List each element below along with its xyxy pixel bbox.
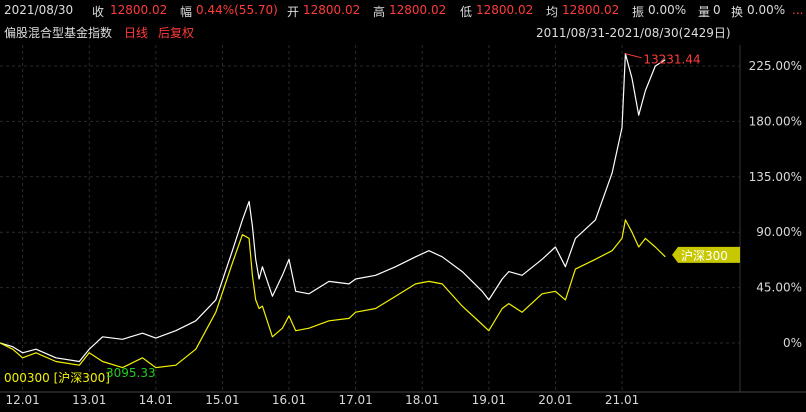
y-tick-label: 45.00%	[756, 281, 802, 295]
y-tick-label: 225.00%	[749, 59, 802, 73]
turnover-value: 0.00%	[747, 3, 786, 17]
volume-value: 0	[713, 3, 721, 17]
x-tick-label: 17.01	[338, 393, 372, 407]
change-value: 0.44%(55.70)	[196, 3, 278, 17]
max-label: 13231.44	[643, 53, 700, 67]
y-tick-label: 180.00%	[749, 114, 802, 128]
y-axis: 0% 45.00% 90.00% 135.00% 180.00% 225.00%	[739, 45, 802, 392]
x-tick-label: 18.01	[405, 393, 439, 407]
change-label: 幅	[180, 5, 193, 19]
y-tick-label: 135.00%	[749, 170, 802, 184]
volume-label: 量	[698, 5, 711, 19]
amplitude-value: 0.00%	[648, 3, 687, 17]
open-label: 开	[287, 5, 300, 19]
quote-header: 2021/08/30 收 12800.02 幅 0.44%(55.70) 开 1…	[0, 0, 806, 22]
high-value: 12800.02	[389, 3, 447, 17]
y-tick-label: 90.00%	[756, 225, 802, 239]
avg-label: 均	[546, 5, 559, 19]
index-name: 偏股混合型基金指数	[4, 26, 113, 40]
open-value: 12800.02	[303, 3, 361, 17]
low-label: 低	[460, 5, 473, 19]
x-tick-label: 15.01	[205, 393, 239, 407]
x-tick-label: 14.01	[139, 393, 173, 407]
series-lines	[0, 53, 666, 369]
x-tick-label: 13.01	[72, 393, 106, 407]
high-label: 高	[373, 5, 386, 19]
x-tick-label: 21.01	[605, 393, 639, 407]
x-tick-label: 12.01	[5, 393, 39, 407]
close-value: 12800.02	[110, 3, 168, 17]
x-tick-label: 19.01	[472, 393, 506, 407]
chart-subheader: 偏股混合型基金指数 日线 后复权 2011/08/31-2021/08/30(2…	[0, 22, 806, 42]
legend-value: 3095.33	[106, 366, 156, 380]
avg-value: 12800.02	[562, 3, 620, 17]
date-range: 2011/08/31-2021/08/30(2429日)	[536, 26, 731, 40]
legend-label: 000300 [沪深300]	[4, 371, 110, 385]
period-label[interactable]: 日线	[124, 26, 149, 40]
y-tick-label: 0%	[783, 336, 802, 350]
grid-lines	[0, 45, 740, 392]
max-pointer	[625, 53, 642, 59]
x-tick-label: 16.01	[272, 393, 306, 407]
close-label: 收	[92, 5, 105, 19]
x-axis: 12.01 13.01 14.01 15.01 16.01 17.01 18.01 19.01…	[0, 391, 806, 407]
more-indicator[interactable]: ...	[792, 3, 804, 17]
benchmark-series-line	[0, 219, 666, 369]
low-value: 12800.02	[476, 3, 534, 17]
adjust-label[interactable]: 后复权	[158, 26, 195, 40]
main-series-line	[0, 53, 666, 363]
turnover-label: 换	[731, 5, 744, 19]
amplitude-label: 振	[632, 5, 645, 19]
benchmark-tag-label: 沪深300	[681, 249, 728, 263]
quote-date: 2021/08/30	[4, 3, 74, 17]
x-tick-label: 20.01	[538, 393, 572, 407]
annotations: 13231.44 沪深300 000300 [沪深300]3095.33	[4, 53, 740, 385]
benchmark-tag	[672, 246, 740, 263]
